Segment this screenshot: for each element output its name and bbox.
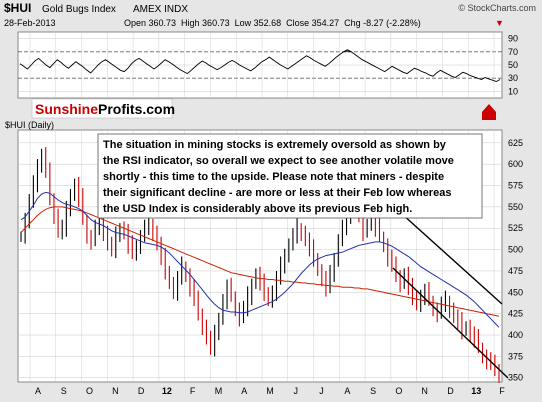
rsi-tick-label: 10 — [508, 86, 518, 96]
price-tick-label: 475 — [508, 266, 523, 276]
index-name: Gold Bugs Index — [42, 4, 116, 15]
rsi-tick-label: 90 — [508, 34, 518, 44]
x-tick-label: J — [319, 386, 324, 396]
x-tick-label: M — [215, 386, 223, 396]
price-y-axis: 350 375 400 425 450 475 500 525 550 575 600 625 — [508, 138, 523, 383]
price-tick-label: 400 — [508, 330, 523, 340]
x-tick-label: D — [447, 386, 454, 396]
x-tick-label: O — [86, 386, 93, 396]
price-tick-label: 350 — [508, 373, 523, 383]
x-tick-label: A — [344, 386, 350, 396]
rsi-y-axis: 10 30 50 70 90 — [508, 34, 518, 97]
x-tick-label: F — [499, 386, 505, 396]
x-tick-label: 13 — [471, 386, 481, 396]
price-tick-label: 525 — [508, 223, 523, 233]
x-tick-label: 12 — [162, 386, 172, 396]
exchange-label: AMEX INDX — [133, 4, 188, 15]
rsi-tick-label: 50 — [508, 60, 518, 70]
x-tick-label: S — [61, 386, 67, 396]
chart-date: 28-Feb-2013 — [4, 18, 56, 28]
rsi-tick-label: 30 — [508, 73, 518, 83]
price-tick-label: 450 — [508, 287, 523, 297]
x-tick-label: S — [370, 386, 376, 396]
rsi-grid — [18, 32, 502, 98]
x-tick-label: A — [35, 386, 41, 396]
red-up-arrow-icon — [482, 104, 496, 120]
price-tick-label: 625 — [508, 138, 523, 148]
price-tick-label: 375 — [508, 351, 523, 361]
ticker-symbol: $HUI — [4, 1, 31, 15]
x-tick-label: D — [138, 386, 145, 396]
price-tick-label: 425 — [508, 309, 523, 319]
price-tick-label: 550 — [508, 202, 523, 212]
moving-average-long — [20, 206, 500, 317]
price-tick-label: 575 — [508, 181, 523, 191]
x-tick-label: A — [241, 386, 247, 396]
x-tick-label: O — [395, 386, 402, 396]
quote-line: Open 360.73 High 360.73 Low 352.68 Close… — [124, 18, 421, 28]
trend-channel-lower — [392, 267, 509, 379]
x-tick-label: F — [190, 386, 196, 396]
x-tick-label: M — [266, 386, 274, 396]
logo-box — [31, 98, 173, 119]
sunshine-profits-logo: SunshineProfits.com — [35, 101, 175, 117]
price-tick-label: 500 — [508, 245, 523, 255]
annotation-text: The situation in mining stocks is extrem… — [103, 139, 457, 215]
moving-average-short — [20, 191, 500, 328]
x-tick-label: N — [112, 386, 119, 396]
x-axis: A S O N D 12 F M A M J J A S O N D 13 F — [35, 386, 505, 396]
rsi-tick-label: 70 — [508, 47, 518, 57]
quote-arrow-icon: ▼ — [495, 18, 504, 28]
x-tick-label: J — [294, 386, 299, 396]
price-tick-label: 600 — [508, 159, 523, 169]
rsi-line — [19, 49, 501, 82]
watermark: © StockCharts.com — [458, 3, 536, 13]
annotation-box — [97, 133, 483, 219]
price-panel-label: $HUI (Daily) — [5, 120, 54, 130]
x-tick-label: N — [421, 386, 428, 396]
